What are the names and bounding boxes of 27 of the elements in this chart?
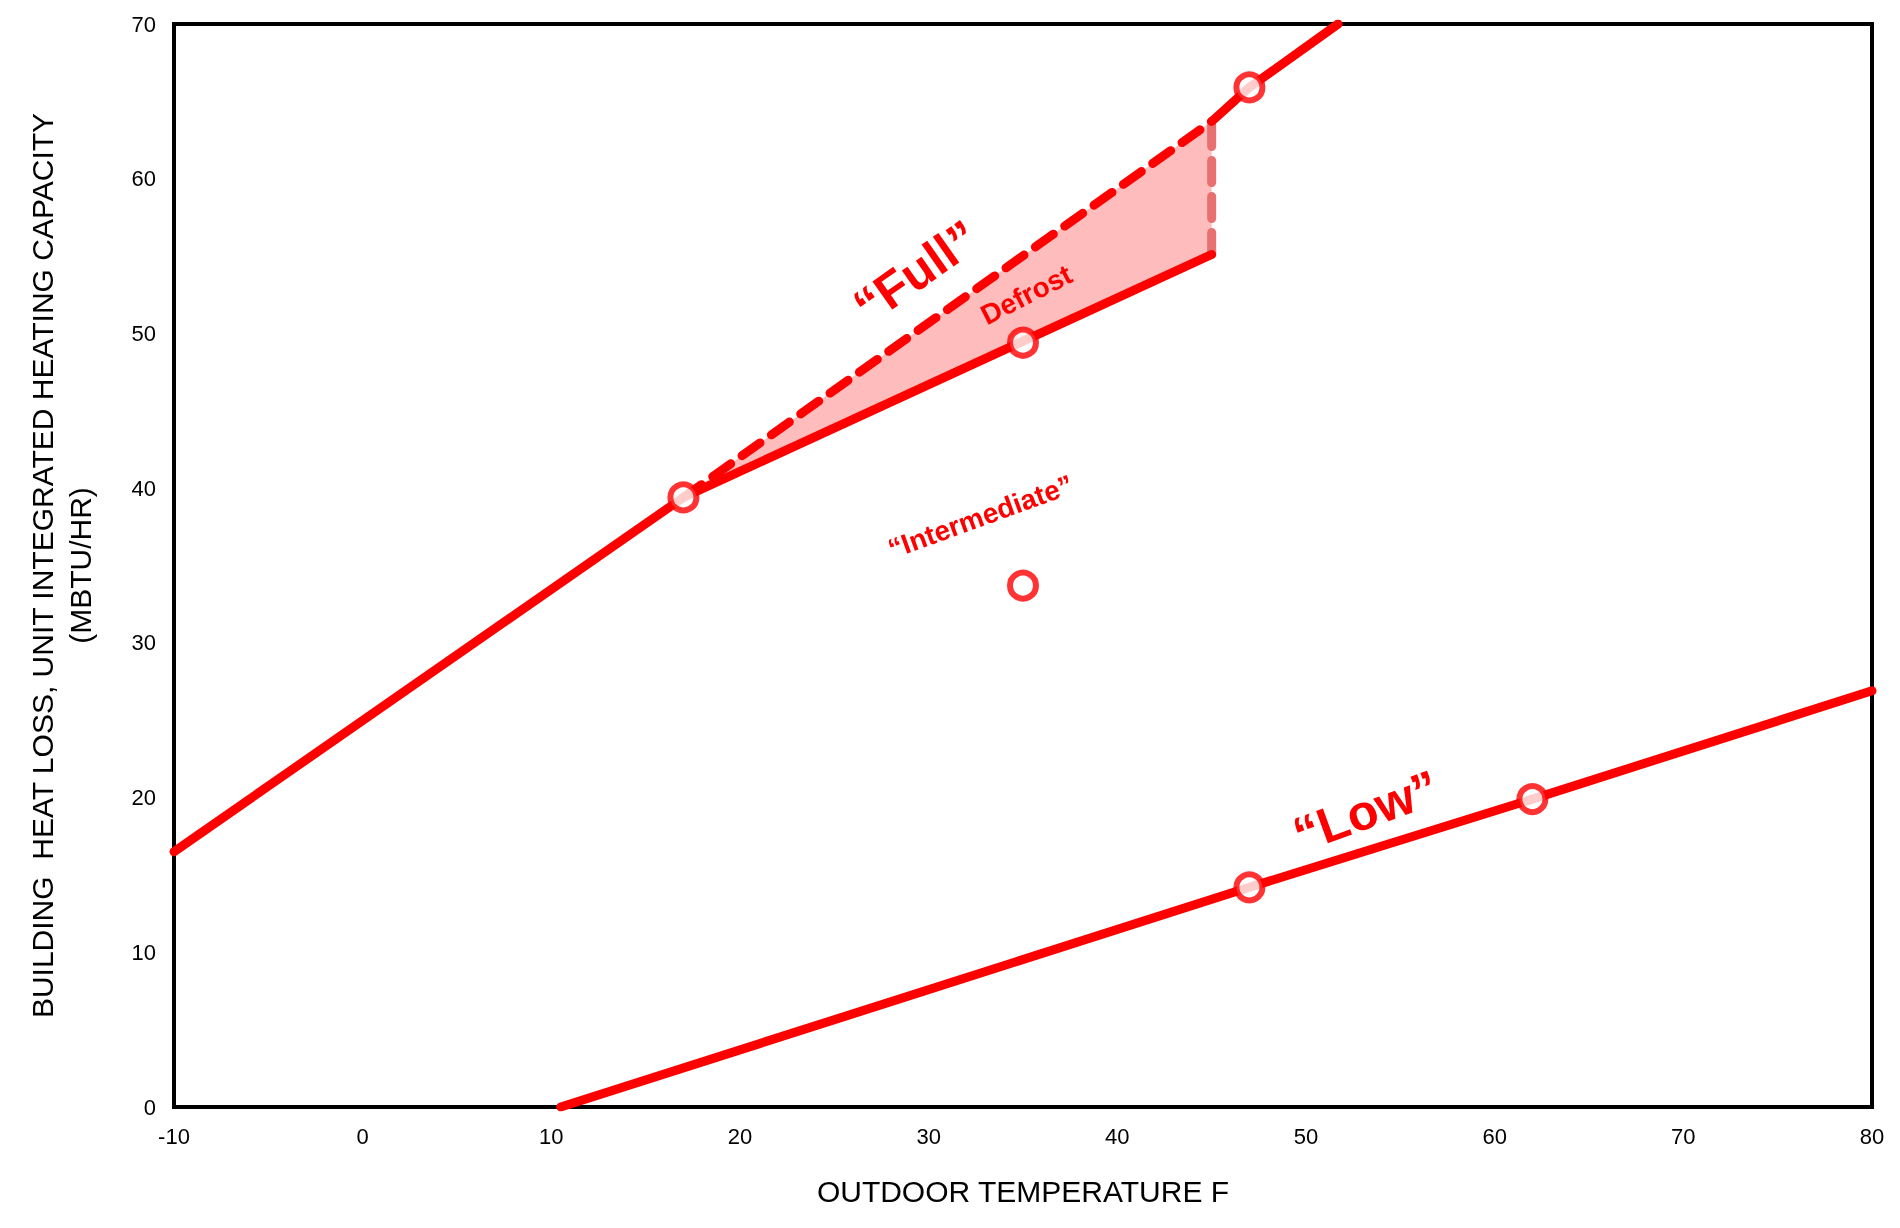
x-tick-label: 50 xyxy=(1293,1123,1319,1149)
x-axis-title: OUTDOOR TEMPERATURE F xyxy=(816,1174,1230,1208)
x-tick-label: 30 xyxy=(916,1123,941,1149)
y-tick-label: 10 xyxy=(131,939,156,965)
y-tick-label: 40 xyxy=(131,475,156,501)
y-tick-label: 0 xyxy=(143,1094,156,1120)
y-tick-label: 70 xyxy=(131,11,156,37)
y-tick-label: 30 xyxy=(131,630,156,656)
point xyxy=(1233,71,1266,104)
point xyxy=(1516,783,1549,816)
x-tick-label: 70 xyxy=(1671,1123,1696,1149)
x-tick-label: 80 xyxy=(1859,1123,1885,1149)
y-tick-label: 50 xyxy=(131,320,156,346)
point xyxy=(1007,569,1039,602)
point xyxy=(1007,326,1039,359)
x-tick-label: 0 xyxy=(356,1123,369,1149)
y-axis-title: BUILDING HEAT LOSS, UNIT INTEGRATED HEATING CAPACITY (MBTU/HR) xyxy=(25,112,97,1019)
annotation: “Low” xyxy=(1285,759,1447,864)
x-tick-label: 40 xyxy=(1105,1123,1130,1149)
point xyxy=(1233,871,1266,904)
x-tick-label: -10 xyxy=(158,1123,190,1149)
x-tick-label: 60 xyxy=(1482,1123,1507,1149)
y-tick-label: 20 xyxy=(131,785,156,811)
y-tick-label: 60 xyxy=(131,166,156,192)
x-tick-label: 10 xyxy=(539,1123,564,1149)
x-tick-label: 20 xyxy=(727,1123,753,1149)
point xyxy=(667,481,700,514)
